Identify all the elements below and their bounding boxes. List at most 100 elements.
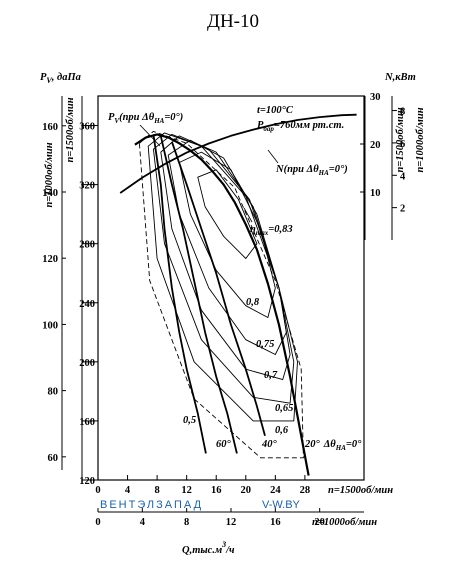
n-curve-label-text: N(при Δθ	[275, 164, 319, 175]
y-axis-label-sub: V	[46, 76, 52, 85]
n-axis-1500-caption: n=1500об/мин	[395, 107, 406, 172]
angle-sub-text: НА	[335, 444, 346, 452]
eff-label-0-6: 0,6	[275, 425, 289, 436]
x-tick-label-1500: 12	[181, 485, 192, 496]
x-tick-label-1500: 28	[300, 485, 311, 496]
ticks-layer: 0 4 8 12 16 20 24 280 4 8 12 16 20120160200240280320…	[42, 92, 406, 528]
x-tick-label-1500: 16	[211, 485, 222, 496]
x-axis-label-main: Q,тыс.м	[182, 545, 222, 556]
y-axis-1500-caption: n=1500об/мин	[65, 97, 76, 162]
pv-curve-label: PV(при ΔθНА=0°)	[108, 112, 183, 125]
n-tick-label-1500: 20	[370, 140, 381, 151]
angle-delta-text: Δθ	[323, 439, 337, 450]
n-tick-label-1000: 6	[400, 139, 405, 150]
blade-angle-curve	[159, 135, 238, 454]
y-tick-label-1000: 100	[42, 320, 58, 331]
x-axis-1000-caption: n=1000об/мин	[312, 517, 377, 528]
efficiency-contour	[147, 132, 298, 422]
blade-angle-curve	[152, 134, 207, 454]
x-tick-label-1000: 16	[270, 517, 281, 528]
n-label-leader	[267, 149, 279, 164]
x-tick-label-1000: 12	[226, 517, 237, 528]
pv-curve-label-end: =0°)	[164, 112, 183, 123]
condition-pressure-sub: бар	[263, 125, 274, 133]
y-tick-label-1500: 240	[79, 299, 95, 310]
x-tick-label-1000: 20	[314, 517, 325, 528]
condition-temperature: t=100°C	[257, 105, 294, 116]
pv-curve-label-v: V	[114, 117, 120, 125]
y-tick-label-1500: 120	[79, 476, 95, 487]
y-axis-label: PV, даПа	[40, 72, 81, 85]
x-axis-label-unit: /ч	[225, 545, 235, 556]
x-tick-label-1000: 0	[95, 517, 100, 528]
power-curve	[119, 113, 357, 194]
y-tick-label-1500: 160	[79, 417, 95, 428]
n-tick-label-1000: 4	[400, 171, 406, 182]
eta-max-value: =0,83	[268, 224, 292, 235]
efficiency-contour	[138, 130, 304, 459]
angle-20-text: 20°	[304, 439, 321, 450]
y-tick-label-1500: 360	[79, 122, 95, 133]
angle-60-label: 60°	[216, 439, 232, 450]
angle-zero-text: =0°	[346, 439, 362, 450]
n-tick-label-1000: 2	[400, 204, 405, 215]
n-axis-1000-caption: n=1000об/мин	[415, 107, 426, 172]
condition-pressure: Pбар=760мм рт.ст.	[257, 120, 344, 133]
y-axis-1000-caption: n=1000об/мин	[44, 142, 55, 207]
efficiency-contour	[178, 151, 276, 318]
n-tick-label-1500: 10	[370, 188, 381, 199]
eff-label-0-5: 0,5	[183, 415, 196, 426]
y-tick-label-1000: 140	[42, 188, 58, 199]
condition-pressure-value: =760мм рт.ст.	[274, 120, 344, 131]
y-tick-label-1000: 60	[48, 453, 59, 464]
x-tick-label-1500: 24	[270, 485, 281, 496]
curves-layer	[119, 113, 357, 476]
x-axis-1500-caption: n=1500об/мин	[328, 485, 393, 496]
n-curve-label-sub: НА	[318, 169, 329, 177]
n-tick-label-1000: 8	[400, 107, 405, 118]
plot-frame	[97, 95, 365, 481]
n-axis-label: N,кВт	[384, 72, 416, 83]
pv-curve-label-sub: НА	[153, 117, 164, 125]
pv-label-leader	[139, 124, 161, 147]
n-tick-label-1500: 30	[370, 92, 381, 103]
x-tick-label-1500: 20	[241, 485, 252, 496]
pv-curve-label-text: (при Δθ	[119, 112, 155, 123]
x-tick-label-1500: 8	[154, 485, 159, 496]
n-curve-label: N(при ΔθНА=0°)	[275, 164, 348, 177]
pv-curve-label-p: P	[108, 112, 115, 123]
watermark-url: V-W.BY	[262, 499, 301, 511]
angle-40-label: 40°	[261, 439, 278, 450]
x-tick-label-1000: 8	[184, 517, 189, 528]
condition-pressure-symbol: P	[257, 120, 264, 131]
angle-0-label: 20° ΔθНА=0°	[304, 439, 362, 452]
eta-label-leader	[243, 207, 253, 223]
eff-label-0-8: 0,8	[246, 297, 260, 308]
y-tick-label-1500: 200	[79, 358, 95, 369]
eff-label-0-75: 0,75	[256, 339, 274, 350]
y-axis-label-unit: , даПа	[51, 72, 81, 83]
x-tick-label-1000: 4	[140, 517, 146, 528]
y-tick-label-1000: 80	[48, 387, 59, 398]
x-axis-label-sup: 3	[221, 540, 226, 549]
y-tick-label-1000: 160	[42, 122, 58, 133]
watermark-brand: ВЕНТЭЛЗАПАД	[100, 499, 203, 511]
chart-title: ДН-10	[207, 11, 259, 32]
eta-max-symbol: η	[250, 224, 256, 235]
n-curve-label-end: =0°)	[329, 164, 348, 175]
y-tick-label-1000: 120	[42, 254, 58, 265]
x-axis-label: Q,тыс.м3/ч	[182, 540, 235, 556]
eff-label-0-65: 0,65	[275, 403, 293, 414]
x-tick-label-1500: 4	[125, 485, 131, 496]
eff-label-0-7: 0,7	[264, 370, 278, 381]
x-tick-label-1500: 0	[95, 485, 100, 496]
pressure-curve	[134, 133, 310, 476]
efficiency-contour	[152, 133, 295, 404]
efficiency-contour	[197, 169, 258, 259]
eta-max-label: ηmax=0,83	[250, 224, 293, 237]
eta-max-sub: max	[256, 229, 269, 237]
y-tick-label-1500: 320	[79, 181, 95, 192]
y-tick-label-1500: 280	[79, 240, 95, 251]
